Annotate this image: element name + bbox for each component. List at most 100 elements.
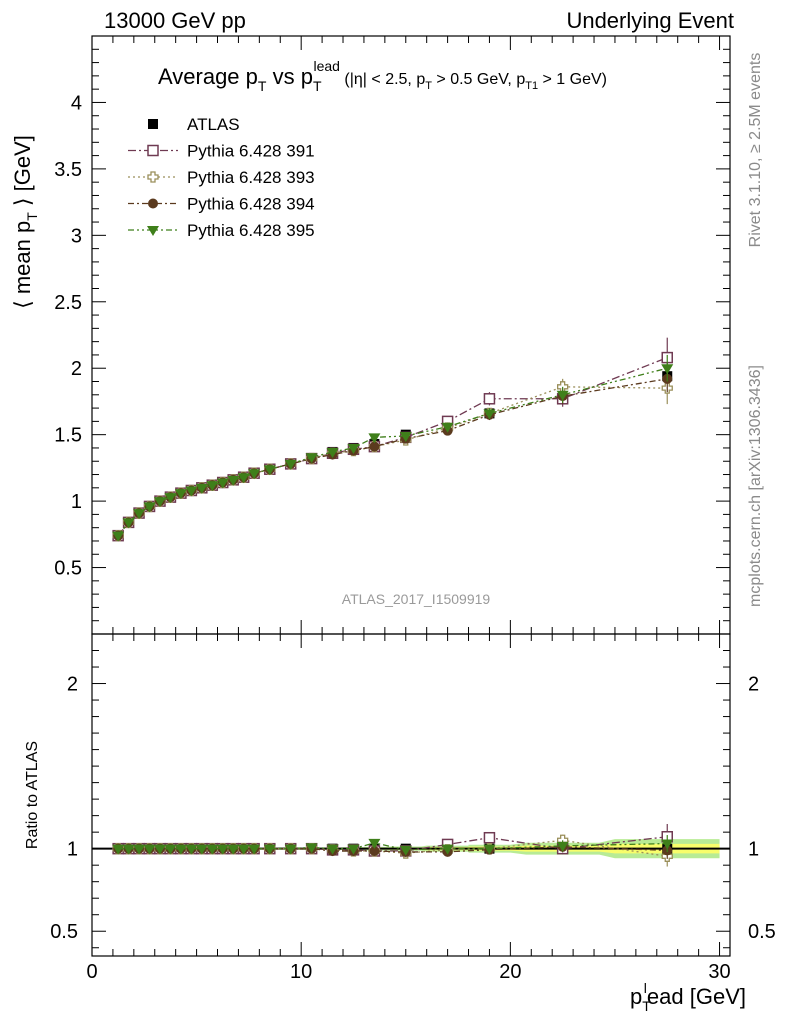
ratio-frame (91, 633, 731, 957)
data-point (153, 497, 166, 508)
series-line (117, 378, 668, 537)
title-main: Average p (158, 64, 258, 89)
ratio-point (185, 844, 198, 855)
ratio-point (174, 844, 187, 855)
ratio-ytick-label: 0.5 (50, 921, 78, 943)
main-ytick-label: 1.5 (54, 425, 82, 447)
ratio-point (368, 838, 381, 849)
legend-entry-label: Pythia 6.428 394 (187, 195, 315, 214)
data-point (326, 447, 339, 458)
main-panel: 0.5 1 1.5 2 2.5 3 3.5 4 (54, 35, 731, 635)
ratio-point (122, 844, 135, 855)
ratio-point (112, 844, 125, 855)
data-point (164, 493, 177, 504)
data-point (556, 390, 569, 401)
ratio-point (263, 844, 276, 855)
ratio-point (305, 843, 318, 854)
data-point (206, 481, 219, 492)
ratio-series-p395 (112, 835, 674, 856)
title-cond-c: > 1 GeV) (538, 71, 607, 88)
data-point (368, 433, 381, 444)
main-ytick-label: 3.5 (54, 159, 82, 181)
legend-marker (148, 119, 158, 129)
data-point (216, 478, 229, 489)
analysis-watermark: ATLAS_2017_I1509919 (342, 591, 491, 607)
data-point (133, 509, 146, 520)
ratio-point (399, 845, 412, 856)
xlabel-main: p (630, 984, 642, 1009)
ratio-point (216, 844, 229, 855)
ratio-axis-ticks: 0 10 20 30 0.5 0.5 1 1 2 2 (50, 634, 776, 983)
ratio-data-marks (112, 823, 674, 867)
data-point (237, 473, 250, 484)
title-cond-b-sub: T1 (525, 80, 538, 92)
main-ytick-label: 3 (71, 225, 82, 247)
main-ytick-label: 1 (71, 491, 82, 513)
xtick-label: 0 (86, 961, 97, 983)
title-cond-a-sub: T (425, 80, 432, 92)
series-line (117, 356, 668, 537)
data-point (347, 443, 360, 454)
ylabel-rest: ⟩ [GeV] (10, 135, 35, 212)
main-data-marks (112, 337, 674, 542)
series-p394 (113, 365, 673, 541)
data-point (399, 431, 412, 442)
ratio-point (441, 844, 454, 855)
main-ytick-label: 0.5 (54, 558, 82, 580)
data-point (195, 483, 208, 494)
data-point (185, 486, 198, 497)
series-line (117, 386, 668, 537)
legend-entry-label: ATLAS (187, 115, 240, 134)
ratio-ytick-label: 1 (67, 839, 78, 861)
ratio-point (483, 844, 496, 855)
data-point (143, 502, 156, 513)
data-point (263, 465, 276, 476)
xlabel-sub: T (642, 998, 651, 1014)
data-point (227, 475, 240, 486)
main-ytick-label: 2.5 (54, 292, 82, 314)
ratio-point (248, 844, 261, 855)
legend-marker (147, 171, 159, 183)
ratio-panel: 0 10 20 30 0.5 0.5 1 1 2 2 (50, 633, 776, 983)
ratio-point (164, 844, 177, 855)
ratio-point (661, 839, 674, 850)
main-ylabel: ⟨ mean pT ⟩ [GeV] (10, 135, 40, 309)
xlabel-sup: l (644, 980, 647, 996)
main-axis-ticks: 0.5 1 1.5 2 2.5 3 3.5 4 (54, 36, 730, 635)
header-right: Underlying Event (566, 8, 734, 33)
ylabel-sub: T (24, 212, 40, 221)
xtick-label: 10 (290, 961, 312, 983)
ratio-point (206, 844, 219, 855)
title-main-sub: T (258, 78, 267, 94)
data-point (112, 531, 125, 542)
title-cond-b: > 0.5 GeV, p (432, 71, 525, 88)
ratio-point (195, 844, 208, 855)
ratio-point (369, 845, 380, 856)
title-vs-sub: T (313, 78, 322, 94)
ratio-ytick-label-right: 2 (748, 674, 759, 696)
series-line (117, 367, 668, 537)
legend-entry-label: Pythia 6.428 393 (187, 168, 315, 187)
ratio-point (284, 844, 297, 855)
ratio-point (237, 844, 250, 855)
data-point (483, 409, 496, 420)
ratio-point (556, 841, 569, 852)
header-left: 13000 GeV pp (104, 8, 246, 33)
ratio-point (326, 844, 339, 855)
main-ytick-label: 2 (71, 358, 82, 380)
plot-title: Average pT vs pTlead (|η| < 2.5, pT > 0.… (158, 58, 607, 94)
legend-entry-label: Pythia 6.428 395 (187, 221, 315, 240)
title-cond-a: (|η| < 2.5, p (340, 71, 425, 88)
legend-marker (147, 144, 159, 157)
xlabel-rest: ead [GeV] (647, 984, 746, 1009)
ratio-point (347, 844, 360, 855)
ratio-point (227, 844, 240, 855)
xtick-label: 20 (499, 961, 521, 983)
ylabel-main: ⟨ mean p (10, 221, 35, 309)
xlabel: pTlead [GeV] (630, 980, 746, 1014)
title-vs-sup: lead (314, 58, 340, 74)
series-data (113, 366, 673, 541)
rivet-label: Rivet 3.1.10, ≥ 2.5M events (747, 53, 764, 248)
ratio-point (133, 844, 146, 855)
ratio-ylabel: Ratio to ATLAS (24, 741, 41, 849)
